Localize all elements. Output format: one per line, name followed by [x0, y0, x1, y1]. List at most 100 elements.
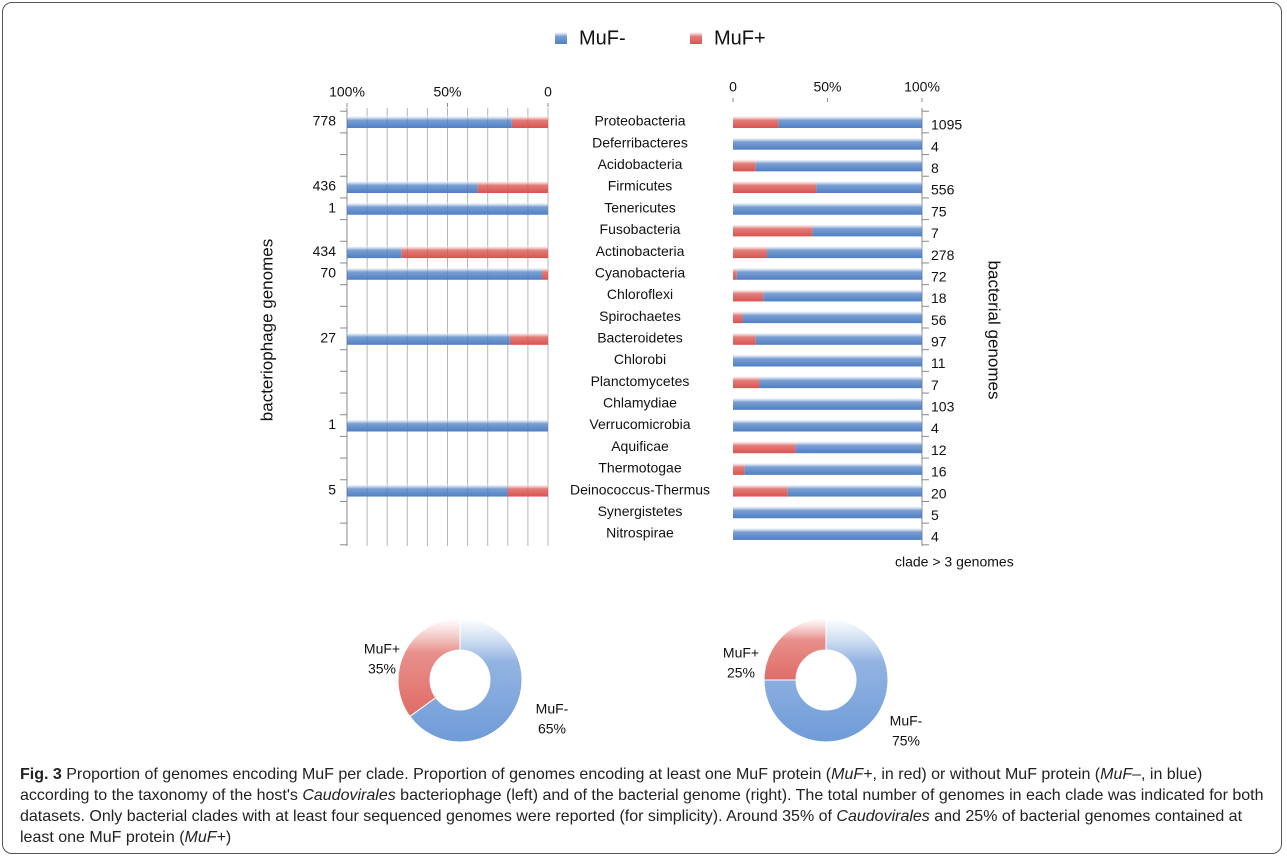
category-label: Aquificae — [611, 438, 669, 454]
category-label: Tenericutes — [604, 199, 676, 215]
bar-segment — [347, 202, 548, 215]
bar-segment — [347, 116, 512, 128]
bar-segment — [509, 332, 548, 345]
caption-text: , in blue) according to the taxonomy of … — [20, 766, 1203, 804]
bar-segment — [733, 137, 922, 150]
note: clade > 3 genomes — [895, 554, 1014, 570]
x-tick-label: 0 — [729, 79, 737, 95]
count-label: 20 — [931, 485, 947, 501]
bar-segment — [812, 224, 922, 237]
bar-segment — [733, 354, 922, 367]
caption-text: , in red) or without MuF protein ( — [872, 766, 1101, 783]
category-label: Chlorobi — [614, 351, 666, 367]
count-label: 27 — [320, 330, 336, 346]
bar-segment — [733, 441, 796, 454]
bar-segment — [401, 246, 548, 259]
category-label: Planctomycetes — [591, 373, 690, 389]
count-label: 5 — [931, 507, 939, 523]
legend-label: MuF- — [579, 27, 626, 49]
bar-segment — [347, 332, 510, 345]
category-label: Proteobacteria — [594, 113, 685, 129]
legend-swatch — [690, 32, 702, 44]
bar-segment — [347, 181, 478, 194]
bar-segment — [347, 419, 548, 432]
x-tick-label: 0 — [544, 84, 552, 100]
bar-segment — [733, 397, 922, 410]
bar-segment — [744, 462, 922, 475]
count-label: 1095 — [931, 117, 962, 133]
caption-text: MuF+ — [184, 829, 226, 846]
bar-segment — [733, 462, 745, 475]
bar-segment — [795, 441, 922, 454]
bar-segment — [733, 376, 760, 389]
category-label: Cyanobacteria — [595, 264, 685, 280]
axis-label: bacteriophage genomes — [257, 239, 276, 421]
count-label: 556 — [931, 182, 955, 198]
slice-name: MuF- — [536, 701, 569, 717]
slice-value: 25% — [727, 665, 755, 681]
donut-slice — [397, 617, 461, 718]
bar-segment — [733, 527, 922, 540]
bar-segment — [733, 267, 737, 280]
count-label: 103 — [931, 399, 955, 415]
slice-name: MuF+ — [723, 645, 759, 661]
bar-segment — [763, 289, 922, 302]
legend-swatch — [555, 32, 567, 44]
category-label: Thermotogae — [598, 460, 681, 476]
bar-segment — [816, 181, 922, 194]
caption-text: Proportion of genomes encoding MuF per c… — [61, 766, 832, 783]
bar-segment — [347, 484, 508, 497]
category-label: Synergistetes — [598, 503, 683, 519]
slice-name: MuF+ — [364, 641, 400, 657]
caption-text: bacteriophage (left) and of the bacteria… — [20, 787, 1264, 825]
category-label: Deferribacteres — [592, 134, 688, 150]
donut-slice — [763, 617, 827, 681]
bar-segment — [767, 246, 922, 259]
slice-name: MuF- — [890, 713, 923, 729]
category-label: Deinococcus-Thermus — [570, 481, 710, 497]
bar-segment — [778, 116, 922, 128]
legend-label: MuF+ — [714, 27, 766, 49]
bar-segment — [733, 419, 922, 432]
bar-segment — [347, 246, 402, 259]
bar-segment — [733, 246, 768, 259]
bar-segment — [759, 376, 922, 389]
x-tick-label: 100% — [904, 79, 940, 95]
slice-value: 65% — [538, 721, 566, 737]
count-label: 97 — [931, 334, 947, 350]
category-label: Firmicutes — [608, 178, 673, 194]
bar-segment — [733, 506, 922, 519]
donut-slice — [763, 617, 889, 743]
count-label: 56 — [931, 312, 947, 328]
count-label: 12 — [931, 442, 947, 458]
count-label: 72 — [931, 268, 947, 284]
category-label: Acidobacteria — [598, 156, 683, 172]
category-label: Chlamydiae — [603, 395, 677, 411]
count-label: 70 — [320, 264, 336, 280]
category-label: Chloroflexi — [607, 286, 673, 302]
count-label: 4 — [931, 138, 939, 154]
category-label: Nitrospirae — [606, 525, 674, 541]
bar-segment — [477, 181, 548, 194]
bar-segment — [755, 159, 922, 172]
category-label: Fusobacteria — [600, 221, 681, 237]
caption-text: ) — [225, 829, 232, 846]
count-label: 434 — [313, 243, 337, 259]
slice-value: 35% — [368, 661, 396, 677]
count-label: 8 — [931, 160, 939, 176]
donut-slice — [409, 617, 523, 743]
count-label: 75 — [931, 203, 947, 219]
caption-text: and 25% of bacterial genomes contained a… — [20, 808, 1243, 846]
x-tick-label: 50% — [433, 84, 461, 100]
count-label: 11 — [931, 355, 946, 371]
category-label: Verrucomicrobia — [589, 416, 690, 432]
bar-segment — [733, 289, 764, 302]
caption: Fig. 3 Proportion of genomes encoding Mu… — [20, 764, 1270, 848]
caption-text: MuF– — [1100, 766, 1142, 783]
count-label: 278 — [931, 247, 955, 263]
count-label: 4 — [931, 420, 939, 436]
count-label: 16 — [931, 464, 947, 480]
bar-segment — [733, 181, 817, 194]
